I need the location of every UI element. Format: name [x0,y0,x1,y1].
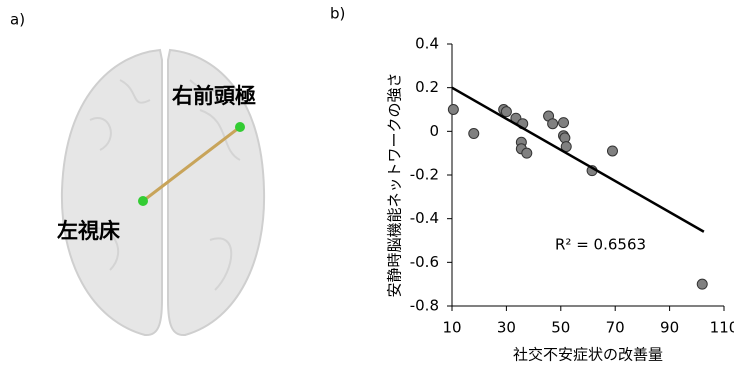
y-tick-label: -0.8 [410,297,439,315]
y-tick-label: 0.2 [415,78,439,96]
x-tick-label: 50 [551,319,570,337]
y-tick-label: -0.4 [410,209,439,227]
x-tick-label: 10 [442,319,461,337]
data-point [501,107,511,117]
data-point [548,119,558,129]
data-point [448,105,458,115]
data-point [697,279,707,289]
x-tick-label: 70 [606,319,625,337]
x-axis-label: 社交不安症状の改善量 [513,346,663,364]
y-tick-label: -0.2 [410,166,439,184]
data-point [559,118,569,128]
y-tick-label: 0.4 [415,35,439,53]
panel-label: a) [10,11,25,29]
y-axis-label: 安静時脳機能ネットワークの強さ [386,72,404,297]
panel-label: b) [330,5,345,23]
y-tick-label: -0.6 [410,253,439,271]
figure: a) b) 右前頭極 左視床 安静時脳機能ネットワークの強さ 社交不安症状の改善… [0,0,734,373]
trendline [452,88,704,232]
x-tick-label: 30 [497,319,516,337]
x-tick-label: 110 [710,319,734,337]
y-tick-label: 0 [429,122,439,140]
data-point [522,148,532,158]
data-point [469,129,479,139]
data-point [607,146,617,156]
region-label: 左視床 [57,219,120,243]
region-label: 右前頭極 [172,84,256,108]
annotation: R² = 0.6563 [555,236,646,254]
x-tick-label: 90 [660,319,679,337]
